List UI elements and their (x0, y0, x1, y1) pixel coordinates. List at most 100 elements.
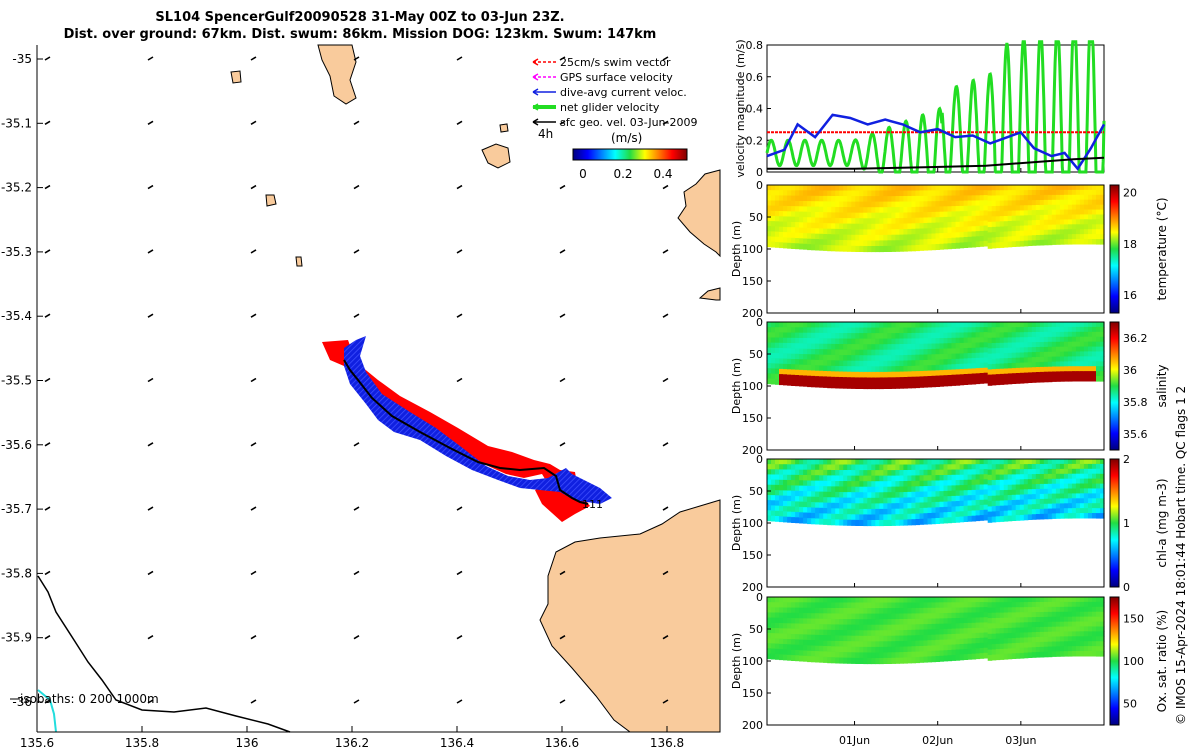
section-cell (947, 650, 953, 656)
section-cell (1071, 651, 1077, 657)
section-cell (803, 512, 808, 519)
section-cell (787, 221, 792, 228)
colorbar-tick-label: 16 (1123, 289, 1137, 302)
section-cell (803, 222, 808, 229)
section-cell (971, 241, 977, 248)
section-cell (935, 491, 941, 498)
velocity-y-tick-label: 0.6 (746, 71, 764, 84)
section-cell (803, 195, 808, 202)
section-cell (995, 337, 1001, 344)
section-cell (767, 327, 772, 333)
section-cell (987, 332, 993, 339)
section-cell (911, 354, 916, 361)
section-cell (1039, 636, 1045, 643)
section-cell (1023, 367, 1029, 374)
section-cell (783, 479, 788, 486)
section-cell (803, 217, 808, 223)
section-cell (891, 333, 896, 340)
geo-arrow (44, 249, 51, 254)
section-cell (1051, 371, 1057, 377)
section-cell (1035, 337, 1041, 343)
section-cell (855, 322, 860, 329)
section-cell (795, 227, 800, 234)
section-cell (795, 474, 800, 481)
section-cell (891, 196, 896, 203)
section-cell (895, 657, 900, 664)
section-cell (1003, 464, 1009, 470)
section-cell (1092, 219, 1097, 225)
section-cell (947, 485, 953, 492)
section-cell (1015, 627, 1021, 634)
section-cell (999, 510, 1005, 517)
section-cell (927, 507, 933, 514)
section-cell (799, 459, 804, 465)
section-cell (915, 354, 920, 361)
section-cell (1083, 488, 1089, 494)
section-cell (811, 327, 816, 334)
section-cell (907, 234, 912, 241)
section-cell (1031, 617, 1037, 623)
section-cell (779, 342, 784, 349)
section-cell (779, 500, 784, 507)
section-cell (1011, 648, 1017, 654)
section-cell (1035, 225, 1041, 231)
section-cell (1023, 597, 1029, 603)
section-cell (1067, 185, 1073, 191)
section-cell (875, 196, 880, 203)
section-cell (1067, 224, 1073, 230)
section-cell (995, 205, 1001, 212)
section-cell (1071, 326, 1077, 333)
section-cell (807, 195, 812, 202)
section-cell (815, 480, 820, 487)
section-cell (963, 200, 969, 207)
section-cell (1092, 239, 1097, 245)
section-cell (1035, 235, 1041, 241)
section-cell (1063, 219, 1069, 225)
section-cell (915, 206, 920, 213)
section-cell (767, 617, 772, 624)
section-cell (919, 640, 925, 647)
section-cell (775, 210, 780, 217)
section-cell (1083, 326, 1089, 333)
section-cell (1088, 322, 1093, 328)
section-cell (995, 242, 1001, 249)
section-cell (895, 245, 900, 252)
section-cell (931, 491, 937, 498)
colorbar-tick-label: 35.8 (1123, 396, 1148, 409)
section-cell (779, 327, 784, 333)
section-cell (791, 343, 796, 349)
section-cell (1075, 488, 1081, 494)
section-cell (1088, 194, 1093, 201)
section-cell (1015, 607, 1021, 613)
section-cell (951, 237, 957, 244)
section-cell (811, 512, 816, 519)
section-cell (891, 613, 896, 620)
section-cell (855, 646, 860, 653)
section-cell (987, 206, 993, 212)
section-cell (1079, 185, 1085, 191)
section-cell (1088, 463, 1093, 470)
section-cell (831, 464, 836, 471)
geo-arrow (353, 56, 360, 61)
section-cell (919, 597, 925, 603)
section-cell (915, 190, 920, 197)
section-cell (1100, 606, 1105, 613)
section-cell (907, 217, 912, 224)
section-cell (951, 348, 957, 355)
section-cell (923, 475, 929, 482)
section-cell (971, 221, 977, 227)
section-cell (787, 597, 792, 603)
section-cell (1043, 473, 1049, 480)
section-cell (979, 185, 985, 191)
section-cell (931, 190, 937, 197)
section-cell (1088, 189, 1093, 196)
section-cell (1011, 622, 1017, 629)
section-cell (959, 358, 965, 365)
section-cell (903, 371, 908, 378)
section-cell (823, 332, 828, 339)
section-cell (859, 597, 864, 604)
section-cell (1055, 331, 1061, 338)
section-cell (951, 190, 957, 197)
section-cell (891, 635, 896, 642)
section-cell (819, 212, 824, 219)
